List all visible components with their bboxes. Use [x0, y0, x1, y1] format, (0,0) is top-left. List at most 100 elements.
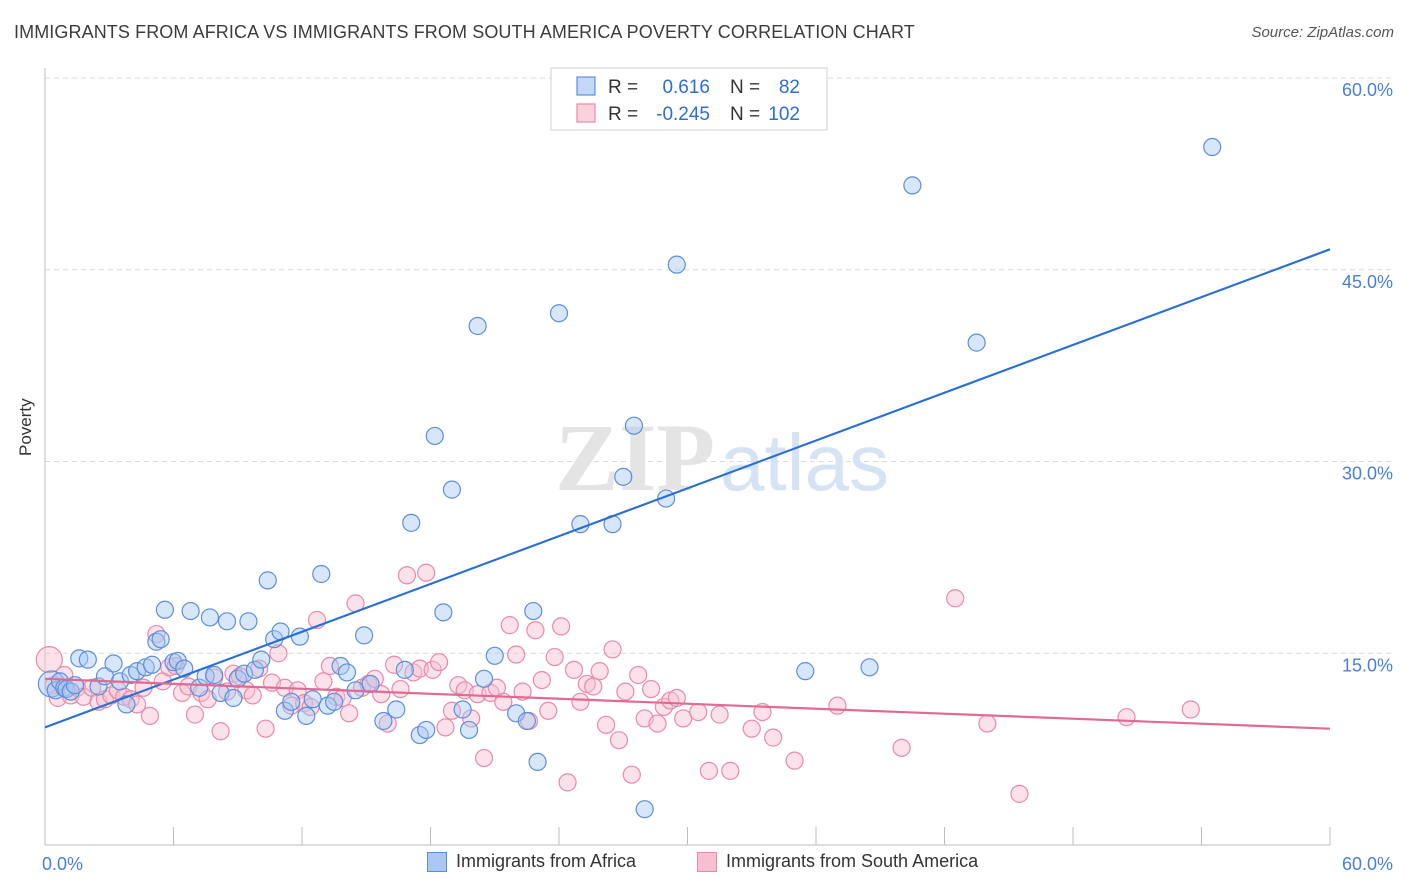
africa-point: [434, 603, 453, 622]
south-america-point: [417, 563, 436, 582]
africa-point: [312, 564, 331, 584]
south-america-point: [211, 722, 230, 741]
south-america-point: [340, 704, 359, 723]
africa-point: [796, 662, 815, 681]
south-america-point: [978, 714, 997, 733]
south-america-point: [590, 662, 609, 681]
south-america-point: [35, 646, 63, 674]
africa-point: [200, 608, 220, 627]
chart-title: IMMIGRANTS FROM AFRICA VS IMMIGRANTS FRO…: [14, 22, 915, 42]
south-america-point: [500, 616, 519, 635]
tick-labels: 15.0% 30.0% 45.0% 60.0% 0.0% 60.0%: [42, 80, 1393, 874]
africa-points: [37, 137, 1222, 819]
south-america-point: [436, 718, 455, 737]
south-america-point: [391, 679, 410, 699]
africa-point: [303, 690, 322, 709]
south-america-point: [689, 702, 708, 722]
legend-n-label: N =: [730, 77, 760, 98]
africa-point: [235, 664, 254, 683]
y-tick-label: 45.0%: [1342, 272, 1393, 292]
south-america-point: [564, 660, 584, 679]
south-america-point: [641, 679, 661, 699]
trend-lines: [44, 248, 1331, 730]
africa-point: [453, 700, 472, 719]
x-tick-label: 60.0%: [1342, 854, 1393, 874]
south-america-point: [532, 670, 551, 690]
south-america-point: [1117, 708, 1136, 727]
africa-point: [325, 692, 344, 711]
trend-line-south-america: [44, 677, 1331, 730]
legend-n-value: 102: [768, 104, 800, 125]
legend-r-label: R =: [608, 77, 638, 98]
legend-label-africa: Immigrants from Africa: [456, 851, 637, 871]
south-america-point: [552, 617, 571, 636]
africa-point: [374, 711, 393, 731]
south-america-point: [785, 751, 804, 770]
africa-point: [1203, 137, 1222, 157]
south-america-point: [892, 738, 911, 757]
africa-point: [217, 612, 237, 631]
south-america-point: [946, 589, 965, 608]
trend-line-africa: [44, 248, 1331, 729]
africa-point: [190, 678, 209, 697]
south-america-point: [699, 761, 719, 780]
south-america-point: [710, 705, 729, 724]
south-america-point: [507, 645, 526, 664]
grid-lines: [45, 77, 1395, 654]
legend-n-value: 82: [779, 77, 800, 98]
africa-point: [245, 660, 264, 679]
africa-point: [387, 700, 406, 719]
africa-point: [903, 176, 922, 195]
south-america-point: [397, 566, 417, 585]
africa-point: [181, 601, 200, 621]
x-tick-label: 0.0%: [42, 854, 83, 874]
africa-point: [517, 711, 536, 731]
south-america-point: [648, 714, 667, 733]
africa-point: [258, 571, 277, 590]
africa-point: [239, 612, 258, 631]
south-america-point: [545, 647, 564, 667]
south-america-point: [721, 761, 740, 780]
legend-bottom: Immigrants from Africa Immigrants from S…: [0, 851, 1406, 879]
africa-point: [275, 701, 294, 720]
watermark-atlas: atlas: [720, 418, 889, 507]
legend-top: R = 0.616 N = 82 R = -0.245 N = 102: [550, 67, 828, 131]
south-america-point: [526, 621, 545, 640]
africa-point: [417, 720, 436, 740]
south-america-point: [1010, 784, 1029, 803]
south-america-point: [584, 677, 603, 696]
africa-point: [528, 752, 547, 772]
south-america-point: [539, 701, 558, 720]
axes: [44, 68, 1331, 846]
legend-swatch-africa: [427, 851, 447, 872]
africa-point: [860, 658, 879, 677]
watermark: ZIP atlas: [555, 404, 889, 511]
south-america-point: [609, 731, 629, 750]
south-america-point: [603, 640, 622, 659]
africa-point: [117, 695, 136, 714]
south-america-point: [513, 682, 532, 701]
africa-point: [282, 692, 301, 711]
legend-n-label: N =: [730, 104, 760, 125]
africa-point: [395, 660, 414, 679]
south-america-point: [764, 728, 783, 747]
africa-point: [459, 720, 479, 740]
south-america-point: [256, 719, 275, 738]
south-america-point: [597, 715, 616, 734]
africa-point: [425, 426, 444, 446]
africa-point: [474, 669, 494, 688]
africa-point: [667, 255, 686, 274]
south-america-point: [1181, 700, 1200, 719]
legend-swatch: [576, 76, 596, 96]
south-america-point: [474, 748, 494, 768]
africa-point: [524, 601, 543, 621]
watermark-zip: ZIP: [555, 404, 715, 511]
south-america-point: [320, 656, 339, 676]
legend-swatch: [576, 103, 596, 123]
south-america-point: [674, 709, 693, 728]
south-america-point: [314, 672, 333, 691]
legend-swatch-south-america: [697, 851, 717, 872]
south-america-point: [571, 692, 590, 711]
africa-point: [224, 688, 243, 708]
